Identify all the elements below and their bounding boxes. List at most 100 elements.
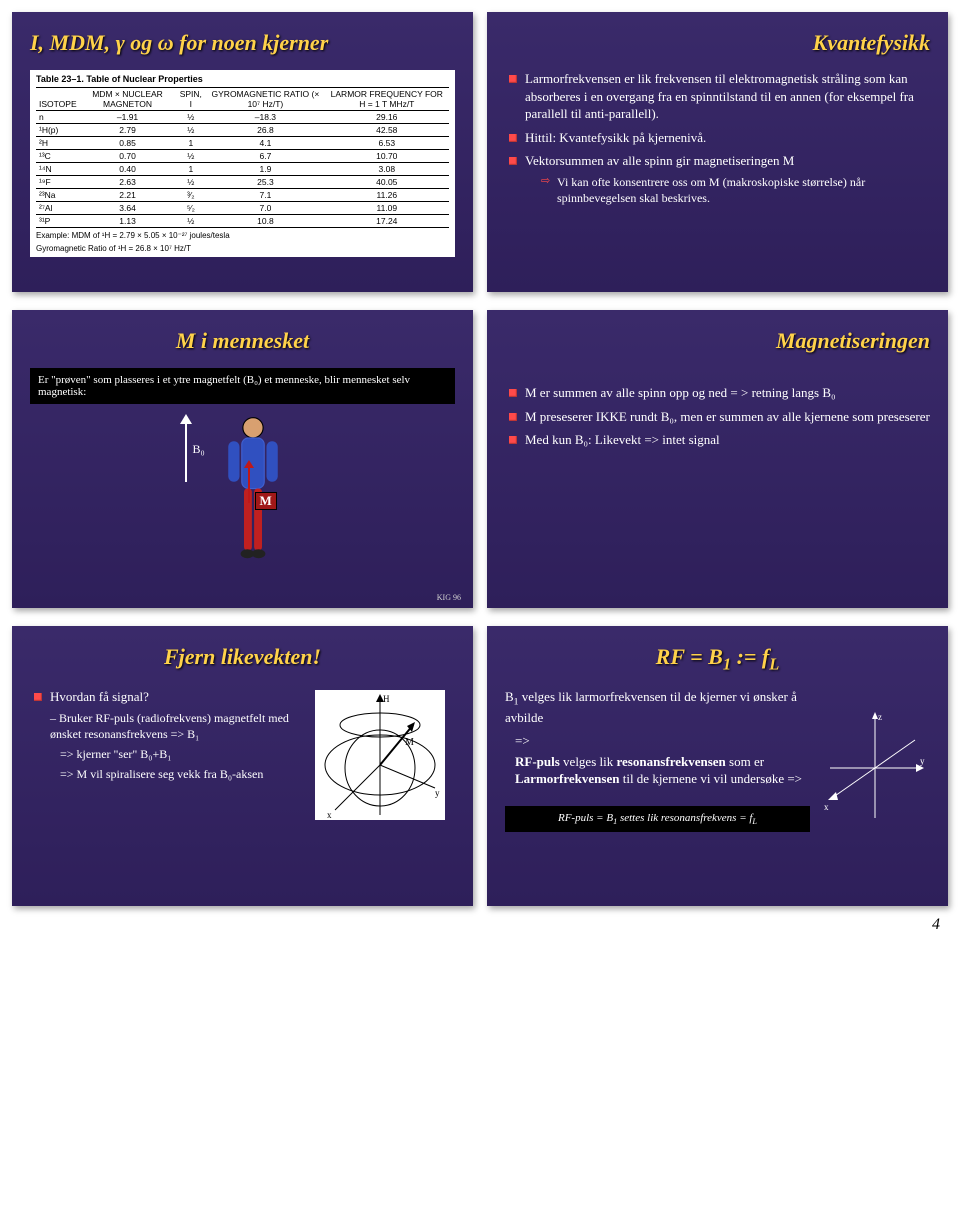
bullet: Vektorsummen av alle spinn gir magnetise…	[509, 152, 930, 206]
table-cell: ²⁷Al	[36, 202, 80, 215]
table-cell: 10.8	[206, 215, 324, 228]
credit-label: KIG 96	[437, 593, 461, 602]
table-header: LARMOR FREQUENCY FOR H = 1 T MHz/T	[325, 88, 449, 111]
table-cell: 40.05	[325, 176, 449, 189]
slide-magnetiseringen: Magnetiseringen M er summen av alle spin…	[487, 310, 948, 608]
svg-text:M: M	[405, 737, 414, 748]
table-cell: 1.13	[80, 215, 176, 228]
table-cell: 7.1	[206, 189, 324, 202]
svg-text:z: z	[878, 712, 882, 722]
bullet-text: M er summen av alle spinn opp og ned = >…	[525, 385, 836, 400]
table-cell: 2.63	[80, 176, 176, 189]
table-header: SPIN, I	[175, 88, 206, 111]
table-cell: ½	[175, 124, 206, 137]
text: RF-puls velges lik resonansfrekvensen so…	[515, 754, 802, 787]
table-row: ¹⁹F2.63½25.340.05	[36, 176, 449, 189]
table-cell: 42.58	[325, 124, 449, 137]
page-number: 4	[12, 916, 948, 934]
bullet: Hittil: Kvantefysikk på kjernenivå.	[509, 129, 930, 147]
bullet: Larmorfrekvensen er lik frekvensen til e…	[509, 70, 930, 123]
slide-title: Magnetiseringen	[505, 328, 930, 354]
table-cell: 11.09	[325, 202, 449, 215]
table-cell: 0.70	[80, 150, 176, 163]
table-cell: ¹H(p)	[36, 124, 80, 137]
table-caption: Table 23–1. Table of Nuclear Properties	[36, 74, 449, 84]
table-cell: 25.3	[206, 176, 324, 189]
table-cell: 1	[175, 137, 206, 150]
table-cell: 3.08	[325, 163, 449, 176]
dash-text: => M vil spiralisere seg vekk fra B₀-aks…	[60, 767, 263, 781]
m-label: M	[255, 492, 277, 510]
slide-title: M i mennesket	[30, 328, 455, 354]
svg-text:x: x	[824, 802, 829, 812]
table-cell: ¹⁹F	[36, 176, 80, 189]
precession-diagram: H M x y	[315, 690, 445, 820]
table-cell: ½	[175, 111, 206, 124]
table-cell: 29.16	[325, 111, 449, 124]
svg-text:H: H	[383, 694, 390, 704]
m-vector-arrow-icon	[248, 467, 250, 503]
table-cell: ⁵⁄₂	[175, 202, 206, 215]
table-cell: 17.24	[325, 215, 449, 228]
table-cell: ²H	[36, 137, 80, 150]
slide-m-i-mennesket: M i mennesket Er "prøven" som plasseres …	[12, 310, 473, 608]
dash-text: => kjerner "ser" B₀+B₁	[60, 747, 171, 761]
slide-title: I, MDM, γ og ω for noen kjerner	[30, 30, 455, 56]
table-header: GYROMAGNETIC RATIO (× 10⁷ Hz/T)	[206, 88, 324, 111]
bullet-text: M preseserer IKKE rundt B₀, men er summe…	[525, 409, 930, 424]
nuclear-table: ISOTOPEMDM × NUCLEAR MAGNETONSPIN, IGYRO…	[36, 87, 449, 228]
slide-nuclear-table: I, MDM, γ og ω for noen kjerner Table 23…	[12, 12, 473, 292]
axes-3d-diagram: z x y	[820, 708, 930, 828]
bullet-text: Larmorfrekvensen er lik frekvensen til e…	[525, 71, 914, 121]
table-row: ¹³C0.70½6.710.70	[36, 150, 449, 163]
slide-title: Fjern likevekten!	[30, 644, 455, 670]
table-cell: ½	[175, 176, 206, 189]
table-row: ¹⁴N0.4011.93.08	[36, 163, 449, 176]
table-header: ISOTOPE	[36, 88, 80, 111]
table-cell: ½	[175, 215, 206, 228]
table-cell: 1.9	[206, 163, 324, 176]
bullet-text: Hvordan få signal?	[50, 689, 149, 704]
table-row: n–1.91½–18.329.16	[36, 111, 449, 124]
table-cell: ¹⁴N	[36, 163, 80, 176]
bullet: Hvordan få signal? – Bruker RF-puls (rad…	[34, 688, 305, 782]
slide-rf-b1: RF = B1 := fL B1 velges lik larmorfrekve…	[487, 626, 948, 906]
table-cell: 2.79	[80, 124, 176, 137]
svg-text:y: y	[920, 756, 925, 766]
table-cell: 11.26	[325, 189, 449, 202]
table-cell: –18.3	[206, 111, 324, 124]
table-row: ³¹P1.13½10.817.24	[36, 215, 449, 228]
table-cell: 1	[175, 163, 206, 176]
slide-kvantefysikk: Kvantefysikk Larmorfrekvensen er lik fre…	[487, 12, 948, 292]
sub-bullet: Vi kan ofte konsentrere oss om M (makros…	[541, 174, 930, 206]
arrow-text: =>	[515, 733, 810, 749]
table-cell: ½	[175, 150, 206, 163]
caption-box: Er "prøven" som plasseres i et ytre magn…	[30, 368, 455, 404]
table-cell: 7.0	[206, 202, 324, 215]
table-cell: ³⁄₂	[175, 189, 206, 202]
human-body-icon	[218, 412, 288, 592]
bullet: M preseserer IKKE rundt B₀, men er summe…	[509, 408, 930, 426]
slide-title: Kvantefysikk	[505, 30, 930, 56]
bullet: M er summen av alle spinn opp og ned = >…	[509, 384, 930, 402]
human-figure-diagram: B₀ M	[163, 412, 323, 592]
text: B1 velges lik larmorfrekvensen til de kj…	[505, 689, 797, 725]
bullet-text: Vi kan ofte konsentrere oss om M (makros…	[557, 175, 865, 205]
table-cell: 0.85	[80, 137, 176, 150]
table-cell: –1.91	[80, 111, 176, 124]
dash-text: Bruker RF-puls (radiofrekvens) magnetfel…	[50, 711, 289, 741]
svg-text:y: y	[435, 788, 440, 798]
b0-label: B₀	[193, 442, 205, 457]
table-row: ¹H(p)2.79½26.842.58	[36, 124, 449, 137]
slide-title: RF = B1 := fL	[505, 644, 930, 674]
table-cell: 2.21	[80, 189, 176, 202]
table-cell: 0.40	[80, 163, 176, 176]
table-cell: 3.64	[80, 202, 176, 215]
table-cell: ¹³C	[36, 150, 80, 163]
b0-arrow-icon	[185, 422, 187, 482]
example-note-1: Example: MDM of ¹H = 2.79 × 5.05 × 10⁻²⁷…	[36, 231, 449, 241]
example-note-2: Gyromagnetic Ratio of ¹H = 26.8 × 10⁷ Hz…	[36, 244, 449, 254]
table-cell: 6.53	[325, 137, 449, 150]
table-row: ²H0.8514.16.53	[36, 137, 449, 150]
table-cell: ³¹P	[36, 215, 80, 228]
